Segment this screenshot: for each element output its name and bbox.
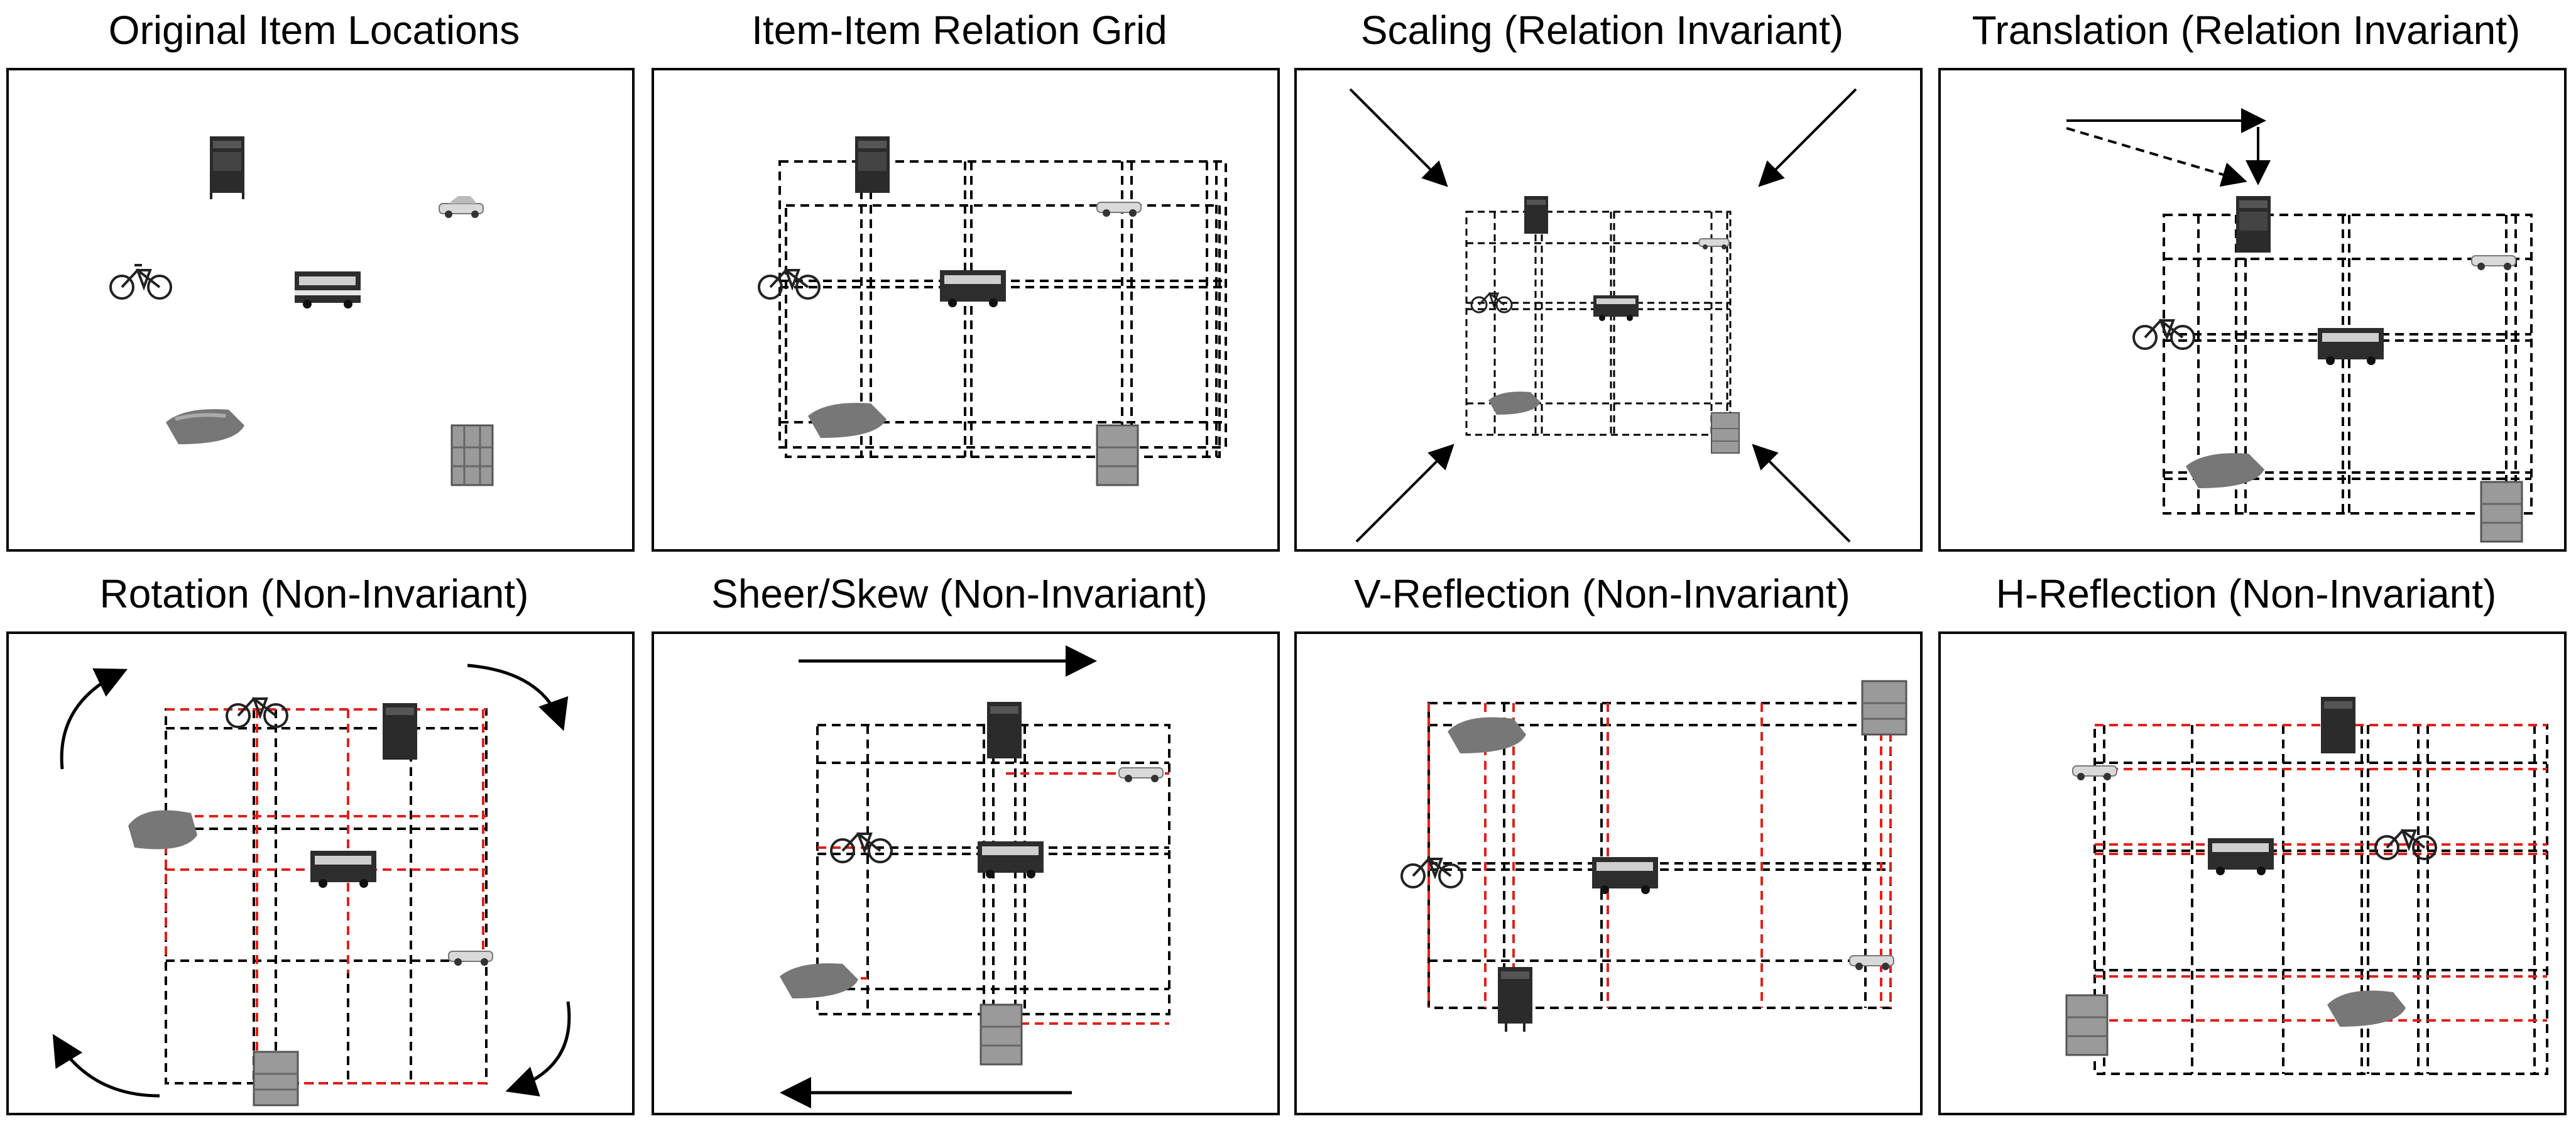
panel-rotation [6, 631, 635, 1115]
grid-canvas [758, 136, 1227, 486]
bicycle-icon [226, 697, 288, 728]
bed-icon [2186, 453, 2264, 488]
cabinet-icon [855, 136, 890, 193]
panel-title-original: Original Item Locations [108, 8, 520, 53]
panel-h-reflection [1938, 631, 2567, 1115]
car-icon [448, 951, 493, 966]
original-canvas [109, 136, 494, 486]
relation-grid [165, 708, 488, 1085]
v-reflection-canvas [1400, 680, 1907, 1032]
panel-translation [1938, 68, 2567, 552]
cabinet-icon [987, 702, 1022, 758]
scaling-canvas [1349, 88, 1857, 543]
bicycle-icon [109, 264, 172, 300]
armchair-icon [1861, 680, 1907, 736]
bus-icon [978, 841, 1044, 878]
bus-icon [2318, 328, 2384, 365]
changed-relation-lines [1427, 703, 1892, 1008]
relation-grid [2093, 724, 2548, 1075]
h-reflection-canvas [2065, 697, 2548, 1075]
cabinet-icon [210, 136, 244, 199]
panel-title-skew: Sheer/Skew (Non-Invariant) [711, 571, 1208, 616]
bus-icon [2208, 838, 2274, 875]
car-icon [1096, 202, 1142, 217]
bus-icon [940, 270, 1006, 307]
bicycle-icon [2132, 319, 2195, 350]
changed-relation-lines [165, 708, 486, 1085]
panel-original [6, 68, 635, 552]
bed-icon [166, 409, 244, 444]
skew-canvas [780, 645, 1171, 1108]
armchair-icon [2480, 481, 2523, 543]
changed-relation-lines [2095, 724, 2547, 1022]
cabinet-icon [2321, 697, 2355, 753]
panel-skew [652, 631, 1280, 1115]
armchair-icon [1711, 412, 1740, 454]
translation-canvas [2066, 108, 2533, 543]
panel-title-h-reflection: H-Reflection (Non-Invariant) [1995, 571, 2497, 616]
panel-title-rotation: Rotation (Non-Invariant) [99, 571, 529, 616]
armchair-icon [450, 424, 494, 486]
panel-title-grid: Item-Item Relation Grid [751, 8, 1167, 53]
car-icon [1118, 767, 1164, 782]
car-icon [439, 196, 484, 218]
panel-title-v-reflection: V-Reflection (Non-Invariant) [1354, 571, 1850, 616]
bed-icon [808, 403, 887, 438]
armchair-icon [1096, 424, 1139, 486]
armchair-icon [253, 1051, 299, 1106]
bicycle-icon [2374, 829, 2437, 860]
bed-icon [1488, 391, 1541, 415]
panel-title-translation: Translation (Relation Invariant) [1972, 8, 2521, 53]
rotation-canvas [52, 664, 571, 1106]
cabinet-icon [2236, 196, 2271, 253]
car-icon [2471, 255, 2516, 270]
car-icon [1698, 238, 1730, 249]
bicycle-icon [758, 268, 821, 300]
bed-icon [780, 963, 858, 998]
rotation-arrows [52, 664, 571, 1098]
bed-icon [128, 810, 197, 850]
cabinet-icon [1498, 967, 1532, 1032]
car-icon [2072, 765, 2117, 780]
cabinet-icon [1524, 196, 1548, 234]
bed-icon [2327, 990, 2406, 1027]
panel-title-scaling: Scaling (Relation Invariant) [1360, 8, 1844, 53]
scale-arrows [1349, 88, 1857, 543]
panel-v-reflection [1294, 631, 1923, 1115]
bus-icon [310, 851, 376, 888]
car-icon [1849, 955, 1894, 970]
bed-icon [1448, 717, 1526, 753]
bus-icon [295, 271, 361, 309]
panel-scaling [1294, 68, 1923, 552]
armchair-icon [2065, 994, 2109, 1056]
bus-icon [1592, 857, 1658, 894]
bicycle-icon [1400, 857, 1463, 888]
translate-arrows [2066, 108, 2271, 187]
armchair-icon [980, 1003, 1023, 1066]
bicycle-icon [1470, 292, 1513, 314]
skew-arrows [780, 645, 1097, 1108]
bus-icon [1593, 295, 1639, 321]
panel-grid [652, 68, 1280, 552]
bicycle-icon [830, 832, 893, 863]
cabinet-icon [383, 703, 417, 760]
